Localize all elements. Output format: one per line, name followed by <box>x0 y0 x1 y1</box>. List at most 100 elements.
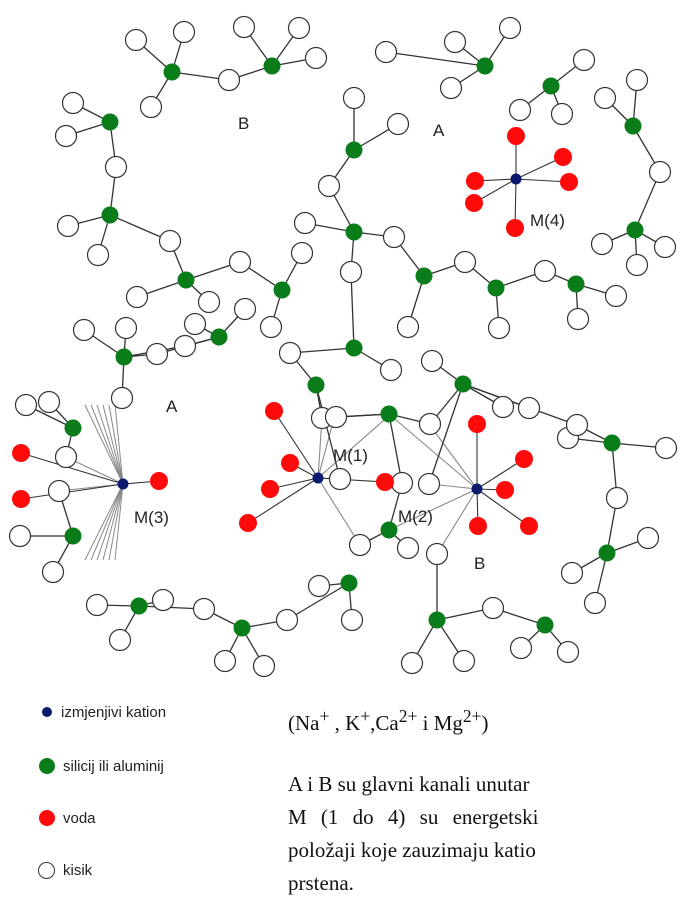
cation-dot-icon <box>42 707 52 717</box>
oxygen-atom <box>441 78 462 99</box>
formula-mg: Mg <box>434 711 463 735</box>
water-molecule <box>507 127 525 145</box>
oxygen-atom <box>110 630 131 651</box>
oxygen-atom <box>388 114 409 135</box>
site-label-m1: M(1) <box>333 446 368 465</box>
oxygen-atom <box>592 234 613 255</box>
bond-line <box>248 478 318 523</box>
oxygen-atom <box>215 651 236 672</box>
bond-line <box>318 478 385 482</box>
oxygen-atom <box>306 48 327 69</box>
water-molecule <box>515 450 533 468</box>
oxygen-atom <box>627 255 648 276</box>
oxygen-atom <box>350 535 371 556</box>
silicon-atom <box>211 329 228 346</box>
silicon-atom <box>234 620 251 637</box>
water-molecule <box>520 517 538 535</box>
water-molecule <box>12 490 30 508</box>
oxygen-atom <box>392 473 413 494</box>
oxygen-atom <box>116 318 137 339</box>
water-molecule <box>281 454 299 472</box>
zeolite-structure-diagram: B A M(4) A M(1) M(2) M(3) B <box>0 0 682 680</box>
oxygen-atom <box>655 237 676 258</box>
oxygen-atom <box>254 656 275 677</box>
oxygen-atom <box>595 88 616 109</box>
oxygen-atom <box>63 93 84 114</box>
legend-label: silicij ili aluminij <box>63 758 164 775</box>
water-molecule <box>506 219 524 237</box>
bond-line <box>351 272 354 348</box>
water-molecule <box>465 194 483 212</box>
oxygen-atom <box>500 18 521 39</box>
formula-na: Na <box>295 711 320 735</box>
oxygen-atom <box>567 415 588 436</box>
legend-item-silicon: silicij ili aluminij <box>38 754 166 778</box>
bond-line <box>103 484 123 560</box>
water-molecule <box>469 517 487 535</box>
oxygen-atom <box>147 344 168 365</box>
oxygen-atom <box>326 407 347 428</box>
oxygen-atom <box>384 227 405 248</box>
formula-k-charge: + <box>360 706 370 726</box>
oxygen-atom <box>280 343 301 364</box>
water-molecule <box>239 514 257 532</box>
oxygen-atom <box>344 88 365 109</box>
oxygen-atom <box>261 317 282 338</box>
water-molecule <box>12 444 30 462</box>
oxygen-atom <box>607 488 628 509</box>
oxygen-atom <box>49 481 70 502</box>
water-dot-icon <box>39 810 55 826</box>
formula-and: i <box>423 711 429 735</box>
oxygen-atom <box>493 397 514 418</box>
oxygen-atom <box>39 392 60 413</box>
water-molecule <box>468 415 486 433</box>
bond-line <box>91 405 123 484</box>
silicon-atom <box>346 224 363 241</box>
legend-item-water: voda <box>38 806 166 830</box>
oxygen-atom <box>552 104 573 125</box>
oxygen-atom <box>519 398 540 419</box>
cation-atom <box>472 484 483 495</box>
silicon-atom <box>568 276 585 293</box>
oxygen-atom <box>656 438 677 459</box>
caption-line: M (1 do 4) su energetski <box>288 801 682 834</box>
silicon-atom <box>346 340 363 357</box>
oxygen-atom <box>234 17 255 38</box>
oxygen-atom <box>650 162 671 183</box>
water-molecule <box>261 480 279 498</box>
caption-text: A i B su glavni kanali unutar M (1 do 4)… <box>288 768 682 900</box>
silicon-atom <box>416 268 433 285</box>
silicon-atom <box>264 58 281 75</box>
oxygen-atom <box>295 213 316 234</box>
oxygen-atom <box>87 595 108 616</box>
oxygen-atom <box>535 261 556 282</box>
silicon-atom <box>488 280 505 297</box>
cation-formula: (Na+ , K+,Ca2+ i Mg2+) <box>288 706 489 736</box>
oxygen-atom <box>153 590 174 611</box>
formula-mg-charge: 2+ <box>463 706 482 726</box>
bond-line <box>103 405 123 484</box>
oxygen-atom <box>342 610 363 631</box>
silicon-atom <box>604 435 621 452</box>
oxygen-circle-icon <box>38 862 55 879</box>
oxygen-atom <box>574 50 595 71</box>
oxygen-atom <box>16 395 37 416</box>
legend-item-cation: izmjenjivi kation <box>38 700 166 724</box>
legend-label: izmjenjivi kation <box>61 704 166 721</box>
oxygen-atom <box>74 320 95 341</box>
oxygen-atom <box>58 216 79 237</box>
silicon-atom <box>131 598 148 615</box>
silicon-atom <box>599 545 616 562</box>
formula-ca: Ca <box>375 711 398 735</box>
water-molecule <box>265 402 283 420</box>
oxygen-atom <box>309 576 330 597</box>
water-molecule <box>150 472 168 490</box>
site-label-m3: M(3) <box>134 508 169 527</box>
silicon-atom <box>341 575 358 592</box>
silicon-atom <box>381 406 398 423</box>
oxygen-atom <box>398 317 419 338</box>
oxygen-atom <box>126 30 147 51</box>
silicon-atom <box>274 282 291 299</box>
silicon-atom <box>102 114 119 131</box>
oxygen-atom <box>88 245 109 266</box>
